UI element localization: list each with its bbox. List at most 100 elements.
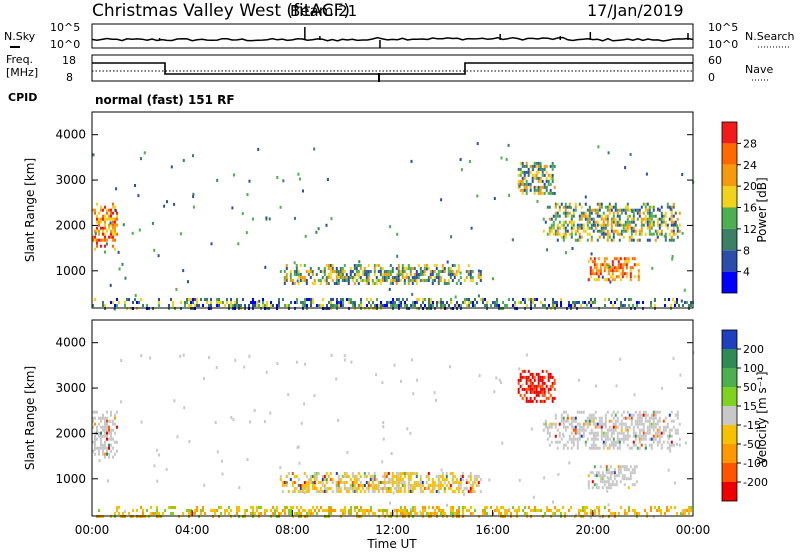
noise-tick-low-right: 10^0 [708, 38, 738, 51]
data-cell [431, 481, 434, 484]
data-cell [335, 279, 338, 282]
data-cell [568, 205, 571, 209]
data-cell [395, 490, 398, 493]
data-cell [594, 431, 597, 435]
data-cell [441, 475, 444, 478]
data-cell [570, 422, 573, 426]
data-cell [551, 167, 554, 171]
data-cell [525, 390, 528, 394]
data-cell [339, 478, 342, 481]
data-cell [306, 512, 308, 515]
data-cell [566, 214, 569, 218]
data-cell [105, 242, 108, 246]
data-cell [537, 164, 540, 168]
data-cell [234, 304, 236, 307]
data-cell [305, 484, 308, 487]
data-cell [351, 270, 354, 273]
data-cell [517, 390, 520, 394]
data-cell [617, 471, 620, 475]
data-cell [299, 264, 302, 267]
data-cell [615, 384, 618, 388]
data-cell [625, 263, 628, 267]
data-cell [407, 282, 410, 285]
data-cell [430, 298, 432, 301]
data-cell [403, 282, 406, 285]
data-cell [301, 490, 304, 493]
data-cell [176, 435, 179, 439]
data-cell [484, 304, 486, 307]
data-cell [272, 512, 274, 515]
data-cell [340, 301, 342, 304]
data-cell [104, 205, 106, 209]
data-cell [621, 474, 624, 478]
data-cell [580, 214, 583, 218]
data-cell [635, 480, 638, 484]
data-cell [353, 273, 356, 276]
data-cell [688, 512, 690, 515]
data-cell [593, 260, 596, 264]
data-cell [609, 486, 612, 490]
data-cell [600, 223, 603, 227]
data-cell [613, 474, 616, 478]
data-cell [551, 179, 554, 183]
data-cell [642, 422, 645, 426]
data-cell [516, 512, 518, 515]
data-cell [283, 282, 286, 285]
data-cell [572, 226, 575, 230]
data-cell [590, 208, 593, 212]
data-cell [628, 304, 630, 307]
data-cell [525, 353, 528, 357]
data-cell [104, 232, 106, 236]
data-cell [415, 273, 418, 276]
data-cell [551, 191, 554, 195]
data-cell [156, 509, 158, 512]
data-cell [407, 279, 410, 282]
data-cell [307, 481, 310, 484]
data-cell [531, 381, 534, 385]
data-cell [638, 211, 641, 215]
data-cell [330, 353, 333, 357]
colorbar-frame [721, 329, 738, 502]
data-cell [381, 267, 384, 270]
data-cell [648, 220, 651, 224]
data-cell [116, 211, 118, 215]
data-cell [602, 223, 605, 227]
data-cell [98, 431, 100, 435]
data-cell [437, 279, 440, 282]
data-cell [370, 506, 372, 509]
data-cell [518, 184, 521, 188]
data-cell [636, 301, 638, 304]
data-cell [363, 270, 366, 273]
data-cell [122, 223, 125, 227]
data-cell [456, 301, 458, 304]
data-cell [558, 434, 561, 438]
data-cell [379, 267, 382, 270]
data-cell [246, 509, 248, 512]
data-cell [309, 481, 312, 484]
data-cell [220, 512, 222, 515]
data-cell [188, 440, 191, 443]
data-cell [628, 223, 631, 227]
data-cell [584, 422, 587, 426]
data-cell [621, 263, 624, 267]
data-cell [578, 232, 581, 236]
data-cell [620, 413, 623, 417]
data-cell [361, 484, 364, 487]
data-cell [272, 506, 274, 509]
data-cell [606, 223, 609, 227]
data-cell [371, 475, 374, 478]
data-cell [140, 157, 142, 161]
data-cell [365, 273, 368, 276]
data-cell [541, 381, 544, 385]
data-cell [222, 301, 224, 304]
data-cell [104, 425, 106, 429]
data-cell [544, 304, 546, 307]
data-cell [506, 512, 508, 515]
data-cell [543, 185, 546, 189]
data-cell [610, 226, 613, 230]
data-cell [132, 301, 134, 304]
data-cell [116, 223, 118, 227]
data-cell [194, 512, 196, 515]
data-cell [469, 273, 472, 276]
